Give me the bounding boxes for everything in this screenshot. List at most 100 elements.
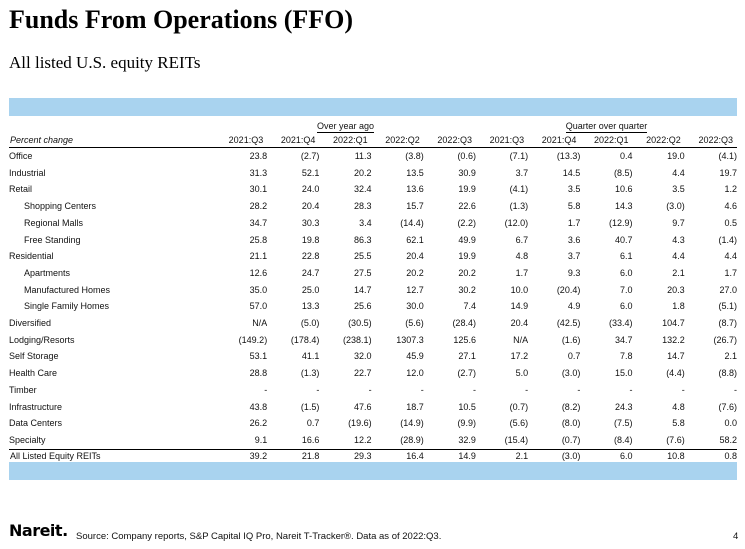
qoq-value-cell: (7.1)	[509, 151, 529, 161]
column-header-yoy-2021-q3: 2021:Q3	[215, 133, 268, 148]
column-header-qoq-2022-q1: 2022:Q1	[580, 133, 633, 148]
qoq-value-cell: 14.5	[562, 167, 581, 178]
column-header-yoy-2022-q2: 2022:Q2	[371, 133, 424, 148]
qoq-value-cell: 27.0	[719, 284, 737, 295]
nareit-logo: Nareit.	[9, 521, 68, 540]
yoy-value-cell: (19.6)	[348, 418, 372, 429]
table-body: Office 23.8 (2.7) 11.3 (3.8) (0.6) (7.1) (13.3)…	[9, 148, 737, 465]
qoq-value-cell: (8.5)	[614, 167, 633, 178]
yoy-value-cell: (5.0)	[300, 318, 320, 329]
qoq-value-cell: 7.8	[620, 351, 633, 362]
yoy-value-cell: 32.9	[458, 434, 476, 445]
qoq-value-cell: -	[525, 384, 529, 395]
yoy-value-cell: 12.7	[406, 284, 424, 295]
yoy-value-cell: 12.0	[406, 368, 424, 379]
percent-change-header: Percent change	[9, 133, 216, 148]
qoq-value-cell: 4.4	[724, 251, 737, 262]
row-label: Residential	[9, 251, 54, 262]
qoq-value-cell: 1.7	[724, 267, 737, 278]
qoq-value-cell: 1.2	[724, 184, 737, 195]
qoq-value-cell: 9.7	[672, 217, 685, 228]
yoy-value-cell: -	[368, 384, 372, 395]
yoy-value-cell: 20.2	[354, 167, 372, 178]
qoq-value-cell: (33.4)	[609, 318, 633, 329]
qoq-value-cell: 104.7	[662, 318, 685, 329]
qoq-value-cell: 0.7	[567, 351, 581, 362]
qoq-value-cell: (7.5)	[614, 418, 633, 429]
column-header-row: Percent change 2021:Q3 2021:Q4 2022:Q1 2022…	[9, 133, 737, 148]
table-row: Free Standing 25.8 19.8 86.3 62.1 49.9 6.7 3.6 4…	[9, 232, 737, 249]
yoy-value-cell: (5.6)	[405, 318, 424, 329]
qoq-value-cell: 40.7	[614, 234, 633, 245]
qoq-value-cell: (5.1)	[718, 301, 737, 312]
qoq-value-cell: -	[681, 384, 685, 395]
column-header-qoq-2022-q3: 2022:Q3	[684, 133, 737, 148]
yoy-value-cell: 1307.3	[396, 334, 424, 345]
qoq-value-cell: -	[629, 384, 633, 395]
qoq-value-cell: 14.7	[667, 351, 685, 362]
yoy-value-cell: 27.1	[458, 351, 476, 362]
yoy-value-cell: 20.2	[406, 267, 424, 278]
yoy-value-cell: 19.8	[301, 234, 320, 245]
group-label-qoq: Quarter over quarter	[565, 121, 648, 133]
yoy-value-cell: 22.6	[458, 201, 476, 212]
row-label: Retail	[9, 184, 33, 195]
qoq-value-cell: 5.0	[515, 368, 529, 379]
qoq-value-cell: (26.7)	[713, 334, 737, 345]
yoy-value-cell: 30.0	[406, 301, 424, 312]
yoy-value-cell: 7.4	[463, 301, 476, 312]
qoq-value-cell: (8.2)	[561, 401, 581, 412]
yoy-value-cell: 22.8	[301, 251, 320, 262]
yoy-value-cell: 9.1	[254, 434, 268, 445]
group-label-yoy: Over year ago	[316, 121, 374, 133]
column-header-qoq-2022-q2: 2022:Q2	[632, 133, 685, 148]
row-label: Single Family Homes	[24, 301, 110, 312]
yoy-value-cell: (149.2)	[238, 334, 268, 345]
yoy-value-cell: (9.9)	[457, 418, 476, 429]
qoq-value-cell: 4.4	[672, 251, 685, 262]
yoy-value-cell: (178.4)	[290, 334, 320, 345]
yoy-value-cell: 52.1	[301, 167, 320, 178]
column-header-yoy-2022-q1: 2022:Q1	[319, 133, 372, 148]
row-label: Free Standing	[24, 234, 81, 245]
yoy-value-cell: 32.0	[354, 351, 372, 362]
yoy-value-cell: 41.1	[301, 351, 320, 362]
row-label: Health Care	[9, 368, 58, 379]
qoq-value-cell: 4.6	[724, 201, 737, 212]
table-bottom-band	[9, 462, 737, 480]
qoq-value-cell: (42.5)	[556, 318, 581, 329]
qoq-value-cell: (12.0)	[504, 217, 529, 228]
row-label: Diversified	[9, 318, 52, 329]
group-header-quarter-over-quarter: Quarter over quarter	[476, 118, 737, 133]
yoy-value-cell: 24.0	[301, 184, 320, 195]
yoy-value-cell: -	[264, 384, 268, 395]
table-row: Specialty 9.1 16.6 12.2 (28.9) 32.9 (15.4) (0.7…	[9, 432, 737, 449]
qoq-value-cell: 2.1	[724, 351, 737, 362]
qoq-value-cell: (3.0)	[561, 368, 581, 379]
page-title: Funds From Operations (FFO)	[9, 5, 354, 34]
table-row: Residential 21.1 22.8 25.5 20.4 19.9 4.8 3.7 6.1…	[9, 248, 737, 265]
qoq-value-cell: 20.4	[510, 318, 529, 329]
group-header-row: Over year ago Quarter over quarter	[9, 118, 737, 133]
qoq-value-cell: 24.3	[614, 401, 633, 412]
qoq-value-cell: 3.6	[567, 234, 581, 245]
yoy-value-cell: 25.5	[354, 251, 372, 262]
yoy-value-cell: 43.8	[249, 401, 268, 412]
qoq-value-cell: 4.8	[672, 401, 685, 412]
yoy-value-cell: 49.9	[458, 234, 476, 245]
yoy-value-cell: 18.7	[406, 401, 424, 412]
yoy-value-cell: 19.9	[458, 251, 476, 262]
qoq-value-cell: -	[577, 384, 581, 395]
yoy-value-cell: (238.1)	[343, 334, 372, 345]
yoy-value-cell: 21.1	[249, 251, 268, 262]
qoq-value-cell: 19.0	[667, 151, 685, 161]
yoy-value-cell: 28.8	[249, 368, 268, 379]
table-row: Industrial 31.3 52.1 20.2 13.5 30.9 3.7 14.5 (8.…	[9, 165, 737, 182]
qoq-value-cell: (7.6)	[666, 434, 685, 445]
yoy-value-cell: 125.6	[453, 334, 476, 345]
yoy-value-cell: 24.7	[301, 267, 320, 278]
yoy-value-cell: 13.3	[301, 301, 320, 312]
yoy-value-cell: 86.3	[354, 234, 372, 245]
qoq-value-cell: (1.4)	[718, 234, 737, 245]
yoy-value-cell: 30.2	[458, 284, 476, 295]
